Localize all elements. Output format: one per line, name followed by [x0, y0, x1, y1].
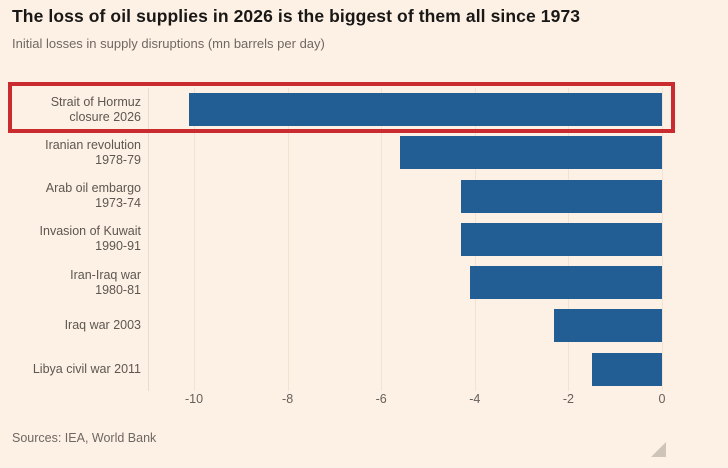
- chart-row: Arab oil embargo 1973-74: [0, 175, 728, 218]
- category-label-line: 1978-79: [95, 152, 141, 167]
- category-label: Iraq war 2003: [0, 304, 150, 347]
- bar: [460, 179, 662, 213]
- category-label-line: 1980-81: [95, 282, 141, 297]
- bar: [460, 222, 662, 256]
- chart-row: Libya civil war 2011: [0, 348, 728, 391]
- x-tick-label: -2: [562, 392, 574, 406]
- bar-track: [150, 348, 728, 391]
- bar: [470, 266, 662, 300]
- bar: [554, 309, 662, 343]
- gridline: [194, 88, 195, 391]
- category-label-line: Invasion of Kuwait: [39, 224, 141, 239]
- x-tick-label: -8: [282, 392, 294, 406]
- gridline: [662, 88, 663, 391]
- bar: [189, 93, 662, 126]
- bar-track: [150, 175, 728, 218]
- chart-row: Strait of Hormuz closure 2026: [0, 88, 728, 131]
- bar: [591, 352, 662, 386]
- category-label: Strait of Hormuz closure 2026: [0, 88, 150, 131]
- category-label-line: Iranian revolution: [45, 137, 141, 152]
- chart-title: The loss of oil supplies in 2026 is the …: [12, 6, 581, 26]
- x-axis: -10 -8 -6 -4 -2 0: [150, 392, 728, 408]
- axis-edge-line: [148, 88, 149, 391]
- category-label: Invasion of Kuwait 1990-91: [0, 218, 150, 261]
- gridline: [381, 88, 383, 391]
- chart-subtitle: Initial losses in supply disruptions (mn…: [12, 36, 325, 51]
- category-label-line: 1973-74: [95, 196, 141, 211]
- x-tick-label: -6: [375, 392, 387, 406]
- x-tick-label: -10: [184, 392, 204, 406]
- sources-note: Sources: IEA, World Bank: [12, 431, 157, 445]
- bar-track: [150, 218, 728, 261]
- bar-track: [150, 304, 728, 347]
- bar-track: [150, 131, 728, 174]
- gridline: [287, 88, 289, 391]
- bar-rows: Strait of Hormuz closure 2026 Iranian revo…: [0, 88, 728, 391]
- category-label-line: Arab oil embargo: [45, 181, 141, 196]
- category-label-line: 1990-91: [95, 239, 141, 254]
- bar-track: [150, 261, 728, 304]
- category-label-line: Iran-Iraq war: [70, 267, 141, 282]
- category-label: Iranian revolution 1978-79: [0, 131, 150, 174]
- bar-track: [150, 88, 728, 131]
- category-label: Iran-Iraq war 1980-81: [0, 261, 150, 304]
- chart-row: Iran-Iraq war 1980-81: [0, 261, 728, 304]
- category-label-line: Libya civil war 2011: [32, 361, 141, 376]
- category-label: Arab oil embargo 1973-74: [0, 175, 150, 218]
- bar: [399, 136, 662, 170]
- chart-row: Iraq war 2003: [0, 304, 728, 347]
- resize-handle-icon[interactable]: [651, 442, 666, 457]
- x-tick-label: 0: [658, 392, 666, 406]
- x-tick-label: -4: [469, 392, 481, 406]
- category-label: Libya civil war 2011: [0, 348, 150, 391]
- category-label-line: Strait of Hormuz: [50, 94, 141, 109]
- category-label-line: Iraq war 2003: [64, 318, 141, 333]
- category-label-line: closure 2026: [69, 109, 141, 124]
- chart-row: Iranian revolution 1978-79: [0, 131, 728, 174]
- chart-row: Invasion of Kuwait 1990-91: [0, 218, 728, 261]
